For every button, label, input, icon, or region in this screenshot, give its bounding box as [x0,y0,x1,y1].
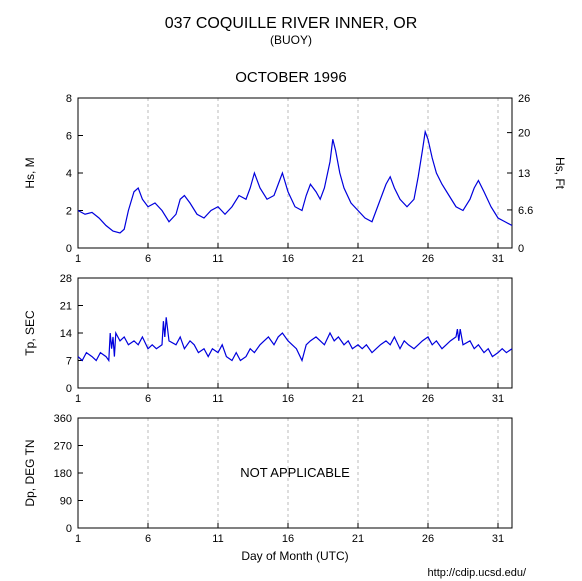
xtick-label: 11 [212,253,223,265]
xtick-label: 31 [492,253,504,265]
xtick-label: 1 [75,393,81,405]
xtick-label: 21 [352,533,364,545]
xtick-label: 1 [75,253,81,265]
ytick-label-r: 0 [518,243,524,255]
panel-hs: 0246806.6132026Hs, Ft161116212631Hs, M [23,93,567,265]
footer-url: http://cdip.ucsd.edu/ [428,567,527,579]
ytick-label: 21 [60,301,72,313]
title-main: 037 COQUILLE RIVER INNER, OR [165,15,418,32]
ytick-label: 0 [66,383,72,395]
ytick-label-r: 26 [518,93,530,105]
panel-border [78,278,512,388]
ylabel-left: Dp, DEG TN [23,439,37,506]
x-axis-label: Day of Month (UTC) [241,549,348,563]
ytick-label-r: 20 [518,128,530,140]
xtick-label: 21 [352,393,364,405]
xtick-label: 26 [422,253,434,265]
series-line [78,317,512,360]
ytick-label-r: 6.6 [518,205,533,217]
xtick-label: 11 [212,393,223,405]
ytick-label: 270 [54,441,72,453]
ytick-label: 7 [66,356,72,368]
series-line [78,132,512,233]
xtick-label: 1 [75,533,81,545]
ytick-label: 2 [66,206,72,218]
xtick-label: 31 [492,393,504,405]
ylabel-right: Hs, Ft [553,157,567,190]
ytick-label: 360 [54,413,72,425]
panel-border [78,98,512,248]
xtick-label: 21 [352,253,364,265]
ytick-label: 90 [60,496,72,508]
ytick-label-r: 13 [518,168,530,180]
xtick-label: 26 [422,533,434,545]
xtick-label: 31 [492,533,504,545]
ytick-label: 0 [66,243,72,255]
title-sub: (BUOY) [270,33,312,47]
ytick-label: 14 [60,328,72,340]
xtick-label: 6 [145,533,151,545]
not-applicable-text: NOT APPLICABLE [240,465,350,480]
ytick-label: 0 [66,523,72,535]
ytick-label: 180 [54,468,72,480]
ylabel-left: Hs, M [23,157,37,188]
xtick-label: 16 [282,393,294,405]
xtick-label: 16 [282,533,294,545]
xtick-label: 6 [145,253,151,265]
ytick-label: 4 [66,168,72,180]
ytick-label: 8 [66,93,72,105]
ytick-label: 28 [60,273,72,285]
ytick-label: 6 [66,131,72,143]
ylabel-left: Tp, SEC [23,310,37,356]
xtick-label: 11 [212,533,223,545]
panel-dp: 090180270360161116212631Dp, DEG TNNOT AP… [23,413,512,545]
title-month: OCTOBER 1996 [235,69,346,86]
xtick-label: 26 [422,393,434,405]
xtick-label: 6 [145,393,151,405]
panel-tp: 07142128161116212631Tp, SEC [23,273,512,405]
xtick-label: 16 [282,253,294,265]
